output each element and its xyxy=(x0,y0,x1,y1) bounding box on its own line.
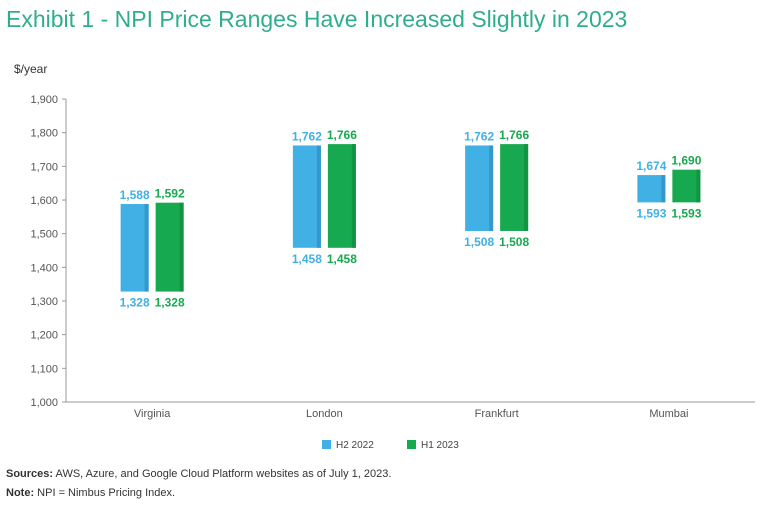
bar-h1-2023 xyxy=(327,144,356,248)
bar-shade xyxy=(351,144,356,248)
data-label-high: 1,766 xyxy=(327,128,357,142)
bar-shade xyxy=(179,202,184,292)
bar-shade xyxy=(524,144,529,231)
legend-swatch xyxy=(322,440,331,449)
x-tick-label: London xyxy=(306,408,343,420)
data-label-low: 1,458 xyxy=(292,252,322,266)
y-tick-label: 1,100 xyxy=(30,363,58,375)
data-label-high: 1,762 xyxy=(464,129,494,143)
data-label-high: 1,762 xyxy=(292,129,322,143)
data-label-low: 1,458 xyxy=(327,252,357,266)
data-label-low: 1,593 xyxy=(671,206,701,220)
legend-label: H1 2023 xyxy=(421,440,459,451)
y-tick-label: 1,000 xyxy=(30,397,58,409)
legend-label: H2 2022 xyxy=(336,440,374,451)
y-tick-label: 1,600 xyxy=(30,195,58,207)
y-tick-label: 1,200 xyxy=(30,330,58,342)
y-tick-label: 1,700 xyxy=(30,161,58,173)
x-tick-label: Mumbai xyxy=(649,408,688,420)
sources-label: Sources: xyxy=(6,468,54,480)
bar-shade xyxy=(489,145,494,231)
bar-h1-2023 xyxy=(500,144,529,231)
note-text: NPI = Nimbus Pricing Index. xyxy=(37,487,176,499)
data-label-low: 1,328 xyxy=(120,296,150,310)
bar-shade xyxy=(661,175,666,203)
data-label-high: 1,766 xyxy=(499,128,529,142)
y-tick-label: 1,800 xyxy=(30,128,58,140)
y-tick-label: 1,900 xyxy=(30,94,58,106)
legend-swatch xyxy=(407,440,416,449)
y-tick-label: 1,500 xyxy=(30,229,58,241)
x-tick-label: Virginia xyxy=(134,408,171,420)
data-label-low: 1,593 xyxy=(636,206,666,220)
bar-h2-2022 xyxy=(637,175,666,203)
chart-title: Exhibit 1 - NPI Price Ranges Have Increa… xyxy=(6,6,628,32)
x-tick-label: Frankfurt xyxy=(475,408,519,420)
bar-shade xyxy=(144,204,149,292)
data-label-high: 1,690 xyxy=(671,154,701,168)
definition-note: Note: NPI = Nimbus Pricing Index. xyxy=(6,487,175,499)
sources-text: AWS, Azure, and Google Cloud Platform we… xyxy=(55,468,392,480)
data-label-high: 1,588 xyxy=(120,188,150,202)
bar-h1-2023 xyxy=(155,202,184,292)
data-label-high: 1,674 xyxy=(636,159,666,173)
note-label: Note: xyxy=(6,487,35,499)
bar-shade xyxy=(316,145,321,248)
data-label-high: 1,592 xyxy=(155,187,185,201)
y-axis-unit-label: $/year xyxy=(14,62,47,76)
sources-note: Sources: AWS, Azure, and Google Cloud Pl… xyxy=(6,468,391,480)
data-label-low: 1,508 xyxy=(464,235,494,249)
bar-h2-2022 xyxy=(292,145,321,248)
bar-h2-2022 xyxy=(120,204,149,292)
bar-shade xyxy=(696,169,701,203)
y-tick-label: 1,400 xyxy=(30,262,58,274)
y-tick-label: 1,300 xyxy=(30,296,58,308)
bar-h1-2023 xyxy=(672,169,701,203)
data-label-low: 1,328 xyxy=(155,296,185,310)
data-label-low: 1,508 xyxy=(499,235,529,249)
bar-h2-2022 xyxy=(465,145,494,231)
